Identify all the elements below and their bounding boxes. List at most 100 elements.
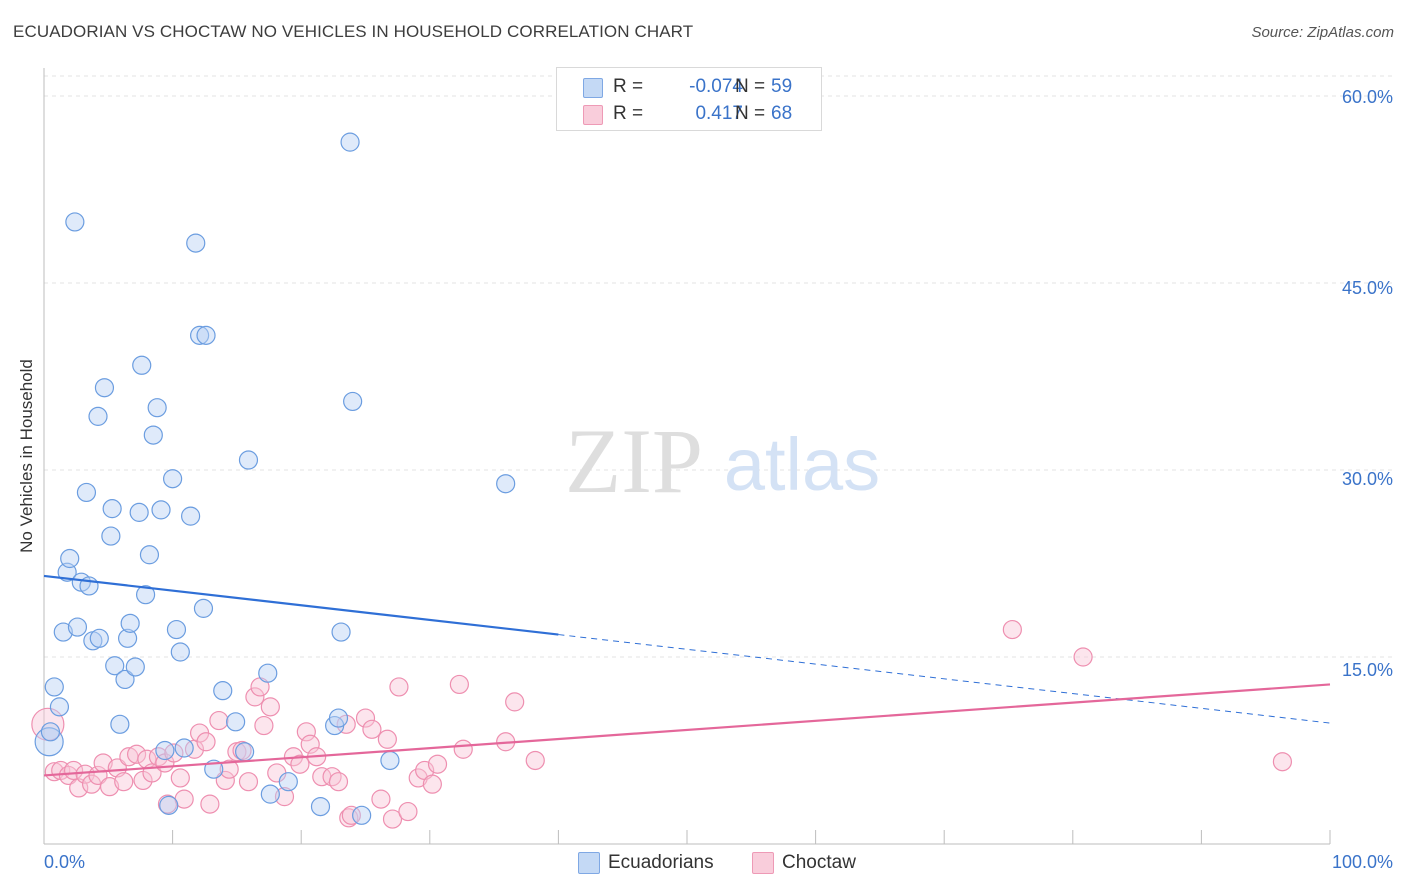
choctaw-point [296, 722, 316, 742]
source-label: Source: ZipAtlas.com [1251, 24, 1394, 41]
ecuadorians-point [310, 796, 331, 817]
legend-r-value: 0.417 [695, 103, 743, 124]
ecuadorians-point [49, 697, 70, 717]
ecuadorians-point [170, 642, 190, 662]
choctaw-point [377, 729, 397, 749]
legend-n-label: N = [735, 76, 766, 97]
ecuadorians-point [380, 750, 400, 771]
choctaw-point [362, 719, 382, 739]
ecuadorians-point [496, 474, 516, 494]
ecuadorians-point [135, 585, 156, 605]
ecuadorians-point [60, 548, 80, 569]
trendline-ecuadorians-extension [558, 634, 1331, 724]
choctaw-point [245, 687, 265, 707]
choctaw-point [254, 715, 274, 736]
ecuadorians-point [331, 622, 351, 642]
choctaw-point [525, 750, 545, 771]
y-tick-30: 30.0% [1341, 469, 1393, 489]
axes [43, 68, 1331, 845]
ecuadorians-point [343, 391, 363, 412]
ecuadorians-point [129, 502, 149, 522]
legend-swatch-ecuadorians [578, 852, 600, 874]
choctaw-point [328, 772, 349, 792]
choctaw-point [300, 734, 320, 754]
ecuadorians-point [352, 805, 372, 825]
ecuadorians-point [132, 355, 152, 375]
ecuadorians-point [89, 628, 109, 648]
ecuadorians-point [213, 681, 233, 701]
ecuadorians-point [166, 619, 187, 640]
x-tick-max: 100.0% [1331, 852, 1393, 872]
choctaw-point [453, 739, 473, 759]
legend-r-value: -0.074 [689, 76, 743, 97]
ecuadorians-point [235, 742, 255, 762]
ecuadorians-point [190, 325, 210, 345]
series-choctaw-points [31, 619, 1293, 829]
ecuadorians-point [102, 499, 122, 519]
choctaw-point [260, 697, 280, 717]
choctaw-point [371, 789, 391, 809]
y-tick-15: 15.0% [1341, 660, 1393, 680]
choctaw-point [200, 794, 220, 814]
ecuadorians-point [44, 677, 64, 697]
ecuadorians-point [258, 663, 278, 683]
choctaw-point [238, 772, 259, 792]
choctaw-point [389, 677, 409, 697]
ecuadorians-point [278, 772, 298, 792]
ecuadorians-point [147, 398, 167, 418]
ecuadorians-point [53, 622, 73, 642]
choctaw-point [215, 770, 235, 791]
ecuadorians-point [94, 378, 115, 398]
ecuadorians-point [115, 669, 135, 690]
choctaw-point [398, 801, 418, 822]
choctaw-point [99, 777, 120, 797]
ecuadorians-point [193, 598, 214, 618]
ecuadorians-point [139, 545, 160, 565]
choctaw-point [209, 710, 229, 731]
ecuadorians-point [181, 506, 201, 526]
trendline-choctaw [43, 683, 1331, 777]
stats-legend: R = -0.074 N = 59 R = 0.417 N = 68 [556, 67, 822, 131]
ecuadorians-point [101, 526, 121, 546]
legend-r-label: R = [613, 76, 644, 97]
choctaw-point [422, 774, 442, 794]
y-tick-45: 45.0% [1341, 278, 1393, 298]
legend-item-ecuadorians: Ecuadorians [578, 852, 714, 874]
ecuadorians-point [260, 784, 280, 804]
ecuadorians-point [143, 425, 163, 445]
ecuadorians-point [76, 482, 97, 503]
choctaw-point [341, 805, 361, 825]
ecuadorians-point [117, 628, 138, 648]
ecuadorians-point [196, 325, 216, 345]
ecuadorians-point [40, 722, 61, 742]
ecuadorians-point [105, 656, 125, 676]
choctaw-point [114, 772, 134, 792]
gridlines [44, 75, 1394, 658]
ecuadorians-point [174, 738, 194, 758]
choctaw-point [1073, 647, 1093, 667]
choctaw-point [274, 787, 295, 807]
choctaw-point [170, 768, 190, 788]
legend-label-choctaw: Choctaw [782, 852, 856, 873]
choctaw-point [126, 744, 147, 764]
choctaw-point [382, 809, 403, 829]
choctaw-point [449, 674, 469, 695]
legend-swatch-choctaw [583, 105, 603, 125]
watermark-atlas: atlas [724, 423, 880, 506]
legend-item-choctaw: Choctaw [752, 852, 856, 874]
watermark-zip: ZIP [565, 410, 703, 512]
legend-n-value: 59 [771, 76, 793, 97]
legend-label-ecuadorians: Ecuadorians [608, 852, 714, 873]
choctaw-point [44, 762, 64, 782]
ecuadorians-point [226, 712, 246, 732]
choctaw-point [408, 768, 428, 788]
legend-r-label: R = [613, 103, 644, 124]
ecuadorians-point [155, 740, 175, 761]
y-axis-label: No Vehicles in Household [17, 359, 36, 553]
choctaw-point [322, 767, 342, 787]
choctaw-point [355, 708, 376, 728]
choctaw-point [290, 754, 310, 774]
choctaw-point [1272, 752, 1293, 772]
chart-title: ECUADORIAN VS CHOCTAW NO VEHICLES IN HOU… [13, 22, 694, 41]
